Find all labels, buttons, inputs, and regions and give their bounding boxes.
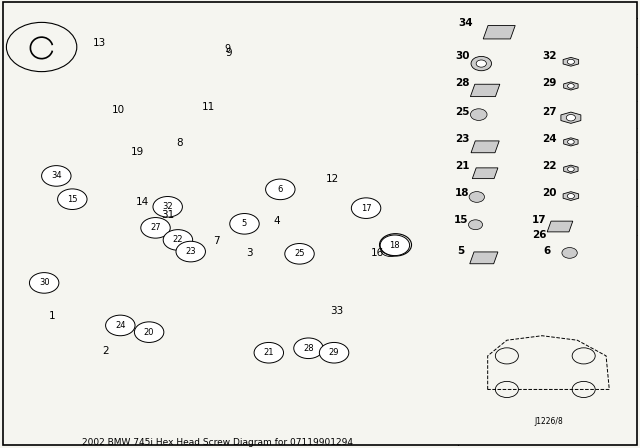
Text: 30: 30 <box>39 278 49 288</box>
Text: 5: 5 <box>242 220 247 228</box>
Text: 28: 28 <box>455 78 469 88</box>
Circle shape <box>230 214 259 234</box>
Circle shape <box>568 167 574 172</box>
Text: 11: 11 <box>202 103 214 112</box>
Text: 5: 5 <box>457 246 465 256</box>
Circle shape <box>153 197 182 217</box>
Polygon shape <box>470 252 498 264</box>
Circle shape <box>567 194 575 198</box>
Text: 29: 29 <box>329 348 339 357</box>
Text: 31: 31 <box>161 210 174 220</box>
Text: 20: 20 <box>542 188 556 198</box>
Text: 32: 32 <box>542 51 556 61</box>
Text: 34: 34 <box>459 18 473 28</box>
Circle shape <box>294 338 323 358</box>
Text: 9: 9 <box>225 48 232 58</box>
Text: 14: 14 <box>136 197 148 207</box>
Circle shape <box>567 59 575 64</box>
Circle shape <box>476 60 486 67</box>
Circle shape <box>566 115 575 121</box>
Circle shape <box>176 241 205 262</box>
Text: 2: 2 <box>102 346 109 357</box>
Circle shape <box>285 244 314 264</box>
Text: 23: 23 <box>186 247 196 256</box>
Text: 26: 26 <box>532 230 546 241</box>
Text: 18: 18 <box>390 241 400 250</box>
Text: 15: 15 <box>67 195 77 204</box>
Circle shape <box>319 342 349 363</box>
Circle shape <box>381 243 400 257</box>
Circle shape <box>562 248 577 258</box>
Text: 2002 BMW 745i Hex Head Screw Diagram for 07119901294: 2002 BMW 745i Hex Head Screw Diagram for… <box>82 438 353 447</box>
Polygon shape <box>547 221 573 232</box>
Text: 10: 10 <box>112 105 125 115</box>
Text: 22: 22 <box>173 236 183 245</box>
Circle shape <box>141 218 170 238</box>
Circle shape <box>470 109 487 121</box>
Text: 9: 9 <box>224 44 230 54</box>
Circle shape <box>568 140 574 144</box>
Circle shape <box>469 192 484 202</box>
Text: 25: 25 <box>294 249 305 258</box>
Text: 16: 16 <box>371 248 384 258</box>
Text: 13: 13 <box>93 39 106 48</box>
Text: 27: 27 <box>150 224 161 233</box>
Circle shape <box>380 235 410 256</box>
Text: 19: 19 <box>131 147 144 157</box>
Polygon shape <box>470 84 500 97</box>
Polygon shape <box>564 82 578 90</box>
Text: 17: 17 <box>361 204 371 213</box>
Polygon shape <box>563 57 579 66</box>
Text: 28: 28 <box>303 344 314 353</box>
Circle shape <box>266 179 295 200</box>
Text: 8: 8 <box>176 138 182 148</box>
Polygon shape <box>563 192 579 200</box>
Text: 15: 15 <box>454 215 468 225</box>
Text: 6: 6 <box>543 246 551 256</box>
Circle shape <box>254 342 284 363</box>
Text: 21: 21 <box>455 161 469 171</box>
Text: 34: 34 <box>51 172 61 181</box>
Circle shape <box>163 230 193 250</box>
Text: 27: 27 <box>542 107 556 117</box>
Text: 4: 4 <box>273 216 280 226</box>
Text: 17: 17 <box>532 215 546 225</box>
Text: 23: 23 <box>455 134 469 144</box>
Text: 29: 29 <box>542 78 556 88</box>
Text: 24: 24 <box>115 321 125 330</box>
Text: 3: 3 <box>246 248 253 258</box>
Text: 32: 32 <box>163 202 173 211</box>
Circle shape <box>134 322 164 342</box>
Circle shape <box>58 189 87 210</box>
Text: 20: 20 <box>144 327 154 336</box>
Text: 12: 12 <box>326 174 339 184</box>
Polygon shape <box>472 168 498 179</box>
Text: 21: 21 <box>264 348 274 357</box>
Circle shape <box>471 56 492 71</box>
Text: 33: 33 <box>331 306 344 316</box>
Circle shape <box>106 315 135 336</box>
Text: 22: 22 <box>542 161 556 171</box>
Text: 6: 6 <box>278 185 283 194</box>
Text: 25: 25 <box>455 107 469 117</box>
Polygon shape <box>564 138 578 146</box>
Circle shape <box>42 166 71 186</box>
Text: 24: 24 <box>542 134 556 144</box>
Text: J1226/8: J1226/8 <box>534 417 563 426</box>
Circle shape <box>29 273 59 293</box>
Polygon shape <box>561 112 581 123</box>
Polygon shape <box>483 26 515 39</box>
Polygon shape <box>471 141 499 153</box>
Circle shape <box>468 220 483 230</box>
Text: 30: 30 <box>455 51 469 61</box>
Text: 1: 1 <box>49 310 56 321</box>
Text: 7: 7 <box>213 236 220 246</box>
Circle shape <box>351 198 381 219</box>
Polygon shape <box>564 165 578 173</box>
Text: 18: 18 <box>455 188 469 198</box>
Circle shape <box>568 84 574 88</box>
